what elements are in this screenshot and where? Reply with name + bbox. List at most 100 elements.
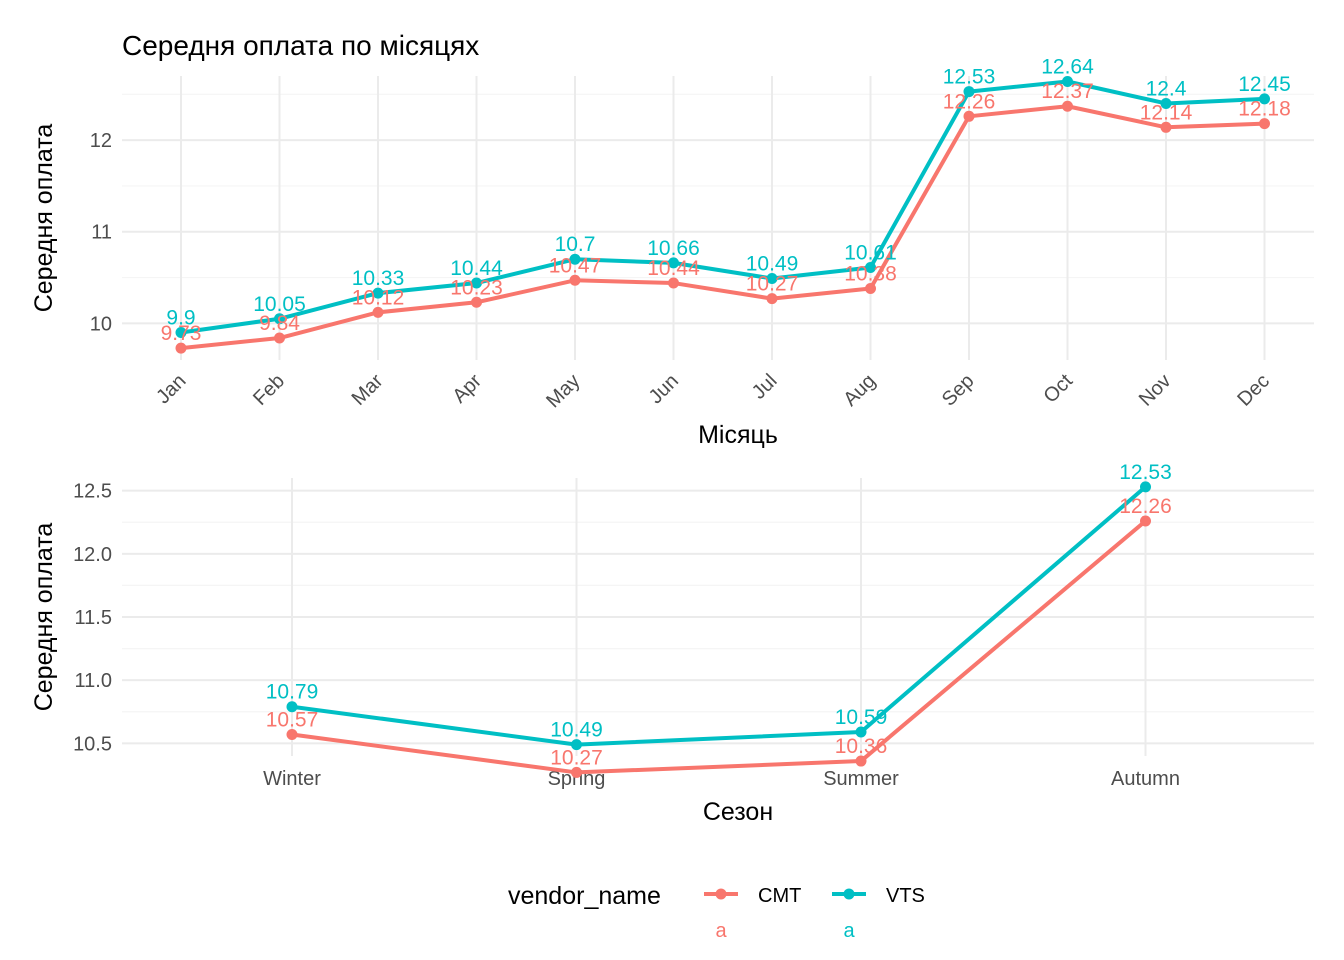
data-label-cmt: 12.37	[1041, 80, 1094, 103]
legend-key-label-vts: a	[843, 920, 855, 942]
x-tick-label: Dec	[1233, 370, 1274, 411]
x-axis-title: Сезон	[703, 798, 773, 826]
data-point-cmt	[1062, 100, 1073, 112]
data-point-cmt	[1140, 515, 1151, 527]
data-label-vts: 10.7	[555, 233, 596, 256]
data-point-cmt	[286, 729, 298, 741]
data-point-cmt	[668, 277, 679, 289]
data-point-vts	[668, 257, 679, 269]
legend-key-point-cmt	[715, 888, 727, 900]
legend-key-label-cmt: a	[715, 920, 727, 942]
x-tick-label: Mar	[348, 370, 388, 410]
data-point-vts	[855, 726, 867, 738]
data-point-vts	[471, 277, 482, 289]
legend: vendor_name a CMT a VTS	[508, 882, 925, 942]
data-label-cmt: 10.57	[266, 709, 319, 732]
data-point-cmt	[274, 332, 285, 344]
x-tick-label: May	[542, 370, 584, 412]
data-label-cmt: 12.26	[943, 90, 996, 113]
data-label-cmt: 12.14	[1140, 101, 1193, 124]
data-point-vts	[1160, 97, 1172, 109]
data-label-cmt: 10.27	[550, 746, 603, 769]
data-point-cmt	[571, 766, 582, 778]
data-point-cmt	[1259, 118, 1270, 130]
series-line-vts	[291, 485, 1147, 747]
data-label-cmt: 12.26	[1119, 495, 1172, 518]
data-point-cmt	[766, 293, 778, 305]
legend-label-vts: VTS	[886, 885, 925, 907]
data-point-cmt	[471, 296, 482, 308]
y-tick-label: 12.0	[73, 544, 112, 566]
data-label-cmt: 10.23	[450, 276, 503, 299]
data-label-vts: 10.59	[835, 706, 888, 729]
data-label-cmt: 9.84	[259, 312, 300, 335]
data-point-vts	[372, 287, 384, 299]
y-tick-label: 10	[90, 313, 112, 335]
x-tick-label: Sep	[938, 370, 979, 411]
data-point-vts	[569, 253, 581, 265]
data-point-vts	[766, 272, 778, 284]
data-point-vts	[175, 327, 187, 339]
data-point-cmt	[372, 306, 384, 318]
data-label-vts: 12.53	[1119, 461, 1172, 484]
x-tick-label: Jun	[645, 370, 683, 408]
data-label-cmt: 10.44	[647, 257, 700, 280]
data-label-cmt: 10.12	[352, 286, 405, 309]
x-tick-label: Nov	[1135, 370, 1176, 411]
data-point-vts	[1259, 93, 1270, 105]
data-label-vts: 10.33	[352, 267, 405, 290]
data-point-vts	[1062, 75, 1073, 87]
data-label-vts: 10.61	[844, 241, 897, 264]
data-point-vts	[286, 701, 298, 713]
data-label-cmt: 10.27	[746, 273, 799, 296]
data-point-cmt	[175, 342, 187, 354]
data-point-cmt	[1160, 121, 1172, 133]
data-point-cmt	[865, 283, 876, 295]
data-label-vts: 10.66	[647, 237, 700, 260]
y-tick-label: 10.5	[73, 733, 112, 755]
data-point-vts	[571, 739, 582, 751]
data-label-cmt: 10.47	[549, 254, 602, 277]
y-tick-label: 11.0	[75, 670, 112, 692]
series-line-vts	[180, 79, 1265, 335]
data-point-vts	[865, 261, 876, 273]
x-tick-label: Apr	[448, 370, 486, 408]
x-tick-label: Summer	[823, 768, 899, 790]
y-tick-label: 12.5	[73, 481, 112, 503]
data-point-vts	[963, 86, 975, 98]
data-label-vts: 10.44	[450, 257, 503, 280]
x-tick-label: Jul	[748, 370, 782, 404]
x-axis-title: Місяць	[698, 421, 778, 449]
data-point-cmt	[569, 274, 581, 286]
y-axis-title: Середня оплата	[30, 523, 58, 712]
x-tick-label: Oct	[1039, 370, 1077, 408]
data-label-vts: 10.79	[266, 681, 319, 704]
data-label-vts: 12.53	[943, 66, 996, 89]
series-line-cmt	[291, 519, 1147, 775]
data-label-cmt: 10.36	[835, 735, 888, 758]
data-point-cmt	[855, 755, 867, 767]
legend-label-cmt: CMT	[758, 885, 801, 907]
y-tick-label: 11	[91, 222, 112, 244]
y-axis-title: Середня оплата	[30, 124, 58, 313]
data-label-vts: 10.49	[550, 719, 603, 742]
data-label-vts: 12.4	[1146, 77, 1187, 100]
data-label-vts: 12.45	[1238, 73, 1291, 96]
data-point-vts	[274, 313, 285, 325]
data-point-cmt	[963, 110, 975, 122]
x-tick-label: Autumn	[1111, 768, 1180, 790]
data-point-vts	[1140, 481, 1151, 493]
legend-title: vendor_name	[508, 882, 661, 910]
data-label-vts: 12.64	[1041, 55, 1094, 78]
data-label-cmt: 10.38	[844, 263, 897, 286]
series-line-cmt	[180, 104, 1265, 351]
x-tick-label: Aug	[839, 370, 880, 411]
x-tick-label: Winter	[263, 768, 321, 790]
data-label-vts: 10.05	[253, 293, 306, 316]
y-tick-label: 12	[90, 130, 112, 152]
data-label-cmt: 12.18	[1238, 98, 1291, 121]
y-tick-label: 11.5	[75, 607, 112, 629]
data-label-cmt: 9.73	[161, 322, 202, 345]
